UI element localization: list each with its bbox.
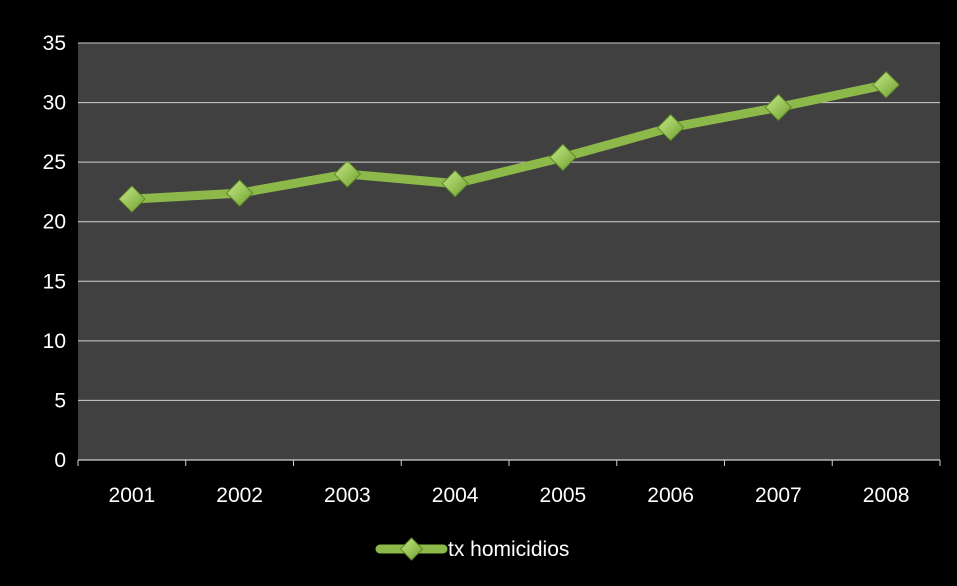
x-axis-tick-labels: 2001 2002 2003 2004 2005 2006 2007 2008 <box>77 460 941 507</box>
x-tick-label: 2002 <box>216 484 263 507</box>
data-point-marker <box>549 143 577 172</box>
x-tick-label: 2004 <box>432 484 479 507</box>
y-tick-label: 0 <box>54 449 66 472</box>
data-point-marker <box>764 93 793 122</box>
y-tick-label: 20 <box>43 211 66 234</box>
y-tick-label: 25 <box>43 151 66 174</box>
legend: tx homicidios <box>375 537 569 561</box>
y-axis-tick-labels: 0 5 10 15 20 25 30 35 <box>43 32 66 472</box>
y-tick-label: 30 <box>43 92 66 115</box>
x-tick-label: 2006 <box>647 484 694 507</box>
y-tick-label: 35 <box>43 32 66 55</box>
data-point-marker <box>333 160 362 188</box>
legend-label: tx homicidios <box>448 538 569 561</box>
x-tick-label: 2001 <box>109 484 156 507</box>
y-tick-label: 10 <box>43 330 66 353</box>
series-tx-homicidios <box>118 70 900 213</box>
x-tick-label: 2003 <box>324 484 371 507</box>
data-point-marker <box>441 169 469 198</box>
y-tick-label: 15 <box>43 270 66 293</box>
gridlines <box>78 42 940 461</box>
x-tick-label: 2005 <box>540 484 587 507</box>
data-point-marker <box>118 185 146 213</box>
x-tick-label: 2007 <box>755 484 802 507</box>
series-line <box>127 80 891 204</box>
data-point-marker <box>225 179 254 207</box>
data-point-marker <box>872 70 900 99</box>
plot-area <box>78 43 940 460</box>
data-point-marker <box>656 113 685 142</box>
legend-marker-swatch <box>399 537 424 561</box>
y-tick-label: 5 <box>54 389 66 412</box>
x-tick-label: 2008 <box>863 484 910 507</box>
